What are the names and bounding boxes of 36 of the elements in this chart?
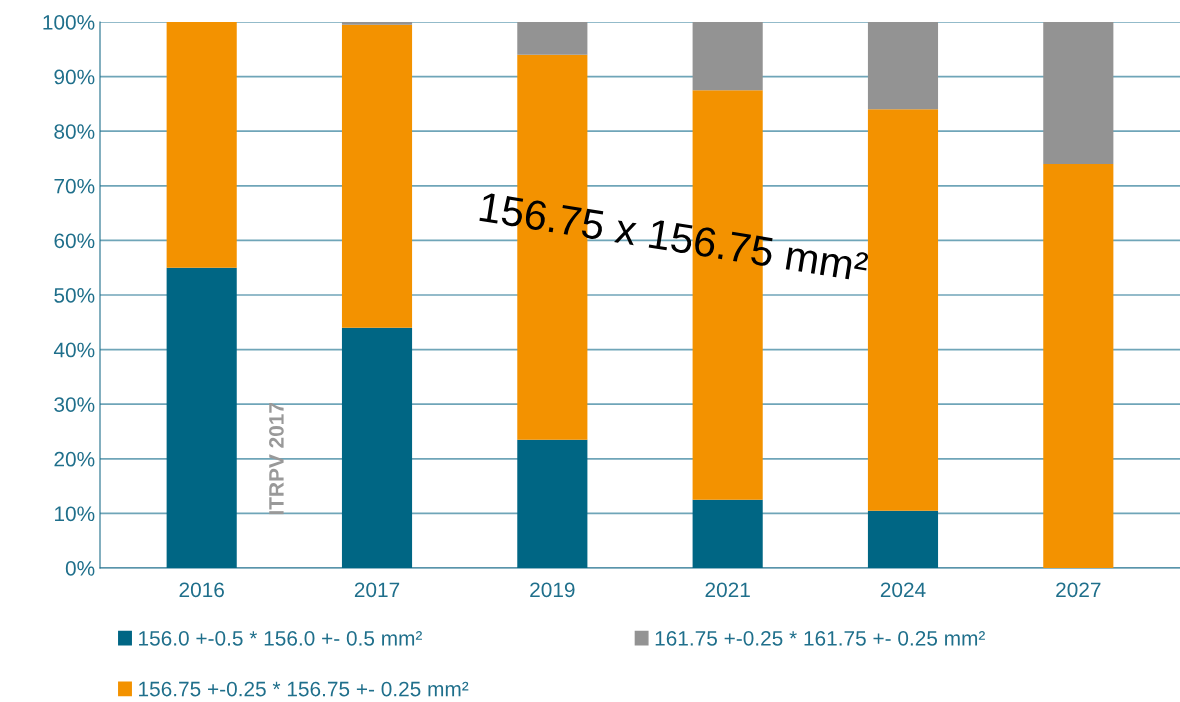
y-tick-label: 20%	[54, 451, 95, 467]
bar	[517, 439, 588, 568]
bar	[341, 22, 413, 25]
bar	[692, 499, 763, 568]
y-tick-label: 30%	[54, 397, 95, 412]
bar	[867, 22, 939, 110]
bar	[1043, 163, 1114, 568]
y-tick-label: 100%	[43, 15, 95, 30]
bar	[517, 22, 588, 55]
y-tick-label: 90%	[54, 69, 95, 85]
annotation: ITRPV 2017	[269, 402, 284, 515]
x-tick-label: 2021	[705, 582, 750, 598]
legend-label: 161.75 +-0.25 * 161.75 +- 0.25 mm²	[655, 630, 985, 646]
y-tick-label: 80%	[54, 124, 95, 139]
x-tick-label: 2016	[179, 582, 224, 598]
x-tick-label: 2019	[530, 582, 575, 598]
y-tick-label: 40%	[53, 342, 95, 358]
bar	[166, 22, 237, 268]
y-tick-label: 0%	[65, 561, 95, 576]
x-tick-label: 2017	[354, 582, 400, 598]
bar	[341, 327, 413, 568]
y-tick-label: 10%	[55, 506, 95, 522]
y-tick-label: 50%	[54, 288, 95, 303]
y-tick-label: 70%	[54, 178, 95, 194]
legend-label: 156.0 +-0.5 * 156.0 +- 0.5 mm²	[139, 630, 422, 646]
annotation: 156.75 x 156.75 mm²	[479, 192, 869, 283]
x-tick-label: 2024	[880, 582, 926, 598]
legend-label: 156.75 +-0.25 * 156.75 +- 0.25 mm²	[139, 681, 469, 697]
bar	[341, 24, 413, 328]
x-tick-label: 2027	[1056, 582, 1101, 598]
bar	[867, 109, 939, 511]
bar	[1043, 22, 1114, 164]
bar	[166, 267, 237, 568]
bar	[867, 510, 939, 568]
bar	[692, 22, 763, 91]
y-tick-label: 60%	[54, 233, 95, 249]
